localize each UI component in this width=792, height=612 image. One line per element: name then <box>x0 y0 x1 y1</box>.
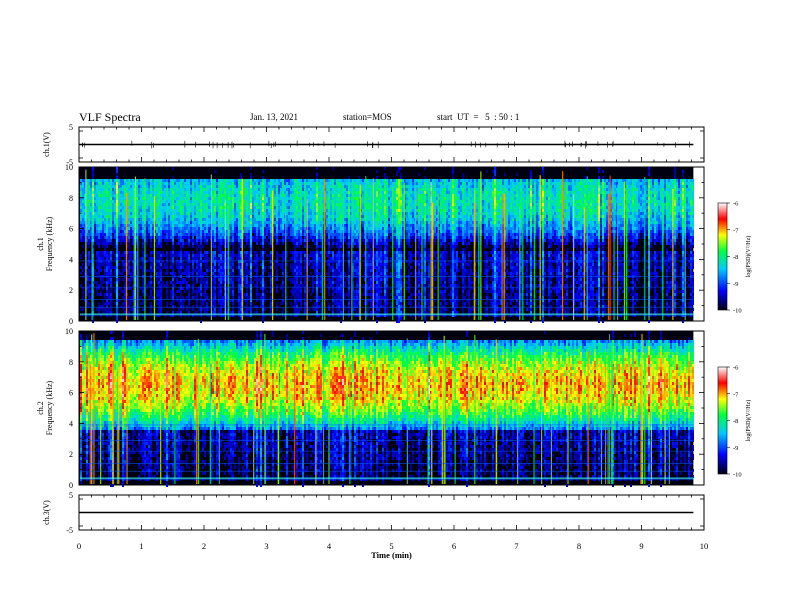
ch1-spectrogram-ylabel-channel: ch.1 <box>36 237 45 251</box>
ch3-waveform-ytick-top: 5 <box>69 491 73 500</box>
xtick-label-2: 2 <box>202 541 206 551</box>
xtick-label-7: 7 <box>514 541 518 551</box>
ch1-waveform-ytick-top: 5 <box>69 123 73 132</box>
ch2-spectrogram-colorbar-tick--7: -7 <box>733 391 739 398</box>
ch2-spectrogram-colorbar-tick--6: -6 <box>733 365 739 372</box>
xtick-label-0: 0 <box>77 541 81 551</box>
ch1-spectrogram-colorbar-label: log(PSD)(V²/Hz) <box>745 236 752 277</box>
ch2-spectrogram-ytick-0: 0 <box>69 481 73 490</box>
xtick-label-4: 4 <box>327 541 332 551</box>
ch1-spectrogram-colorbar <box>718 203 727 310</box>
xtick-label-9: 9 <box>639 541 643 551</box>
ch1-spectrogram-ytick-10: 10 <box>65 163 73 172</box>
ch2-spectrogram-colorbar-tick--8: -8 <box>733 418 738 425</box>
xtick-label-8: 8 <box>577 541 581 551</box>
ch1-spectrogram-colorbar-tick--9: -9 <box>733 281 738 288</box>
xtick-label-1: 1 <box>139 541 143 551</box>
ch2-spectrogram-ytick-4: 4 <box>69 419 73 428</box>
xtick-label-3: 3 <box>264 541 268 551</box>
ch2-spectrogram-ytick-6: 6 <box>69 389 73 398</box>
ch1-spectrogram-ytick-4: 4 <box>69 255 73 264</box>
ch1-spectrogram-ytick-6: 6 <box>69 225 73 234</box>
ch2-spectrogram-colorbar-label: log(PSD)(V²/Hz) <box>745 400 752 441</box>
ch2-spectrogram <box>80 331 695 487</box>
ch1-spectrogram-ytick-2: 2 <box>69 286 73 295</box>
ch2-spectrogram-ytick-10: 10 <box>65 327 73 336</box>
ch2-spectrogram-ytick-2: 2 <box>69 450 73 459</box>
ch2-spectrogram-colorbar <box>718 367 727 474</box>
x-axis-label: Time (min) <box>371 550 412 560</box>
ch1-spectrogram-colorbar-tick--6: -6 <box>733 201 739 208</box>
ch1-spectrogram-colorbar-tick--8: -8 <box>733 254 738 261</box>
ch2-spectrogram-ytick-8: 8 <box>69 358 73 367</box>
ch3-waveform-ytick-bottom: -5 <box>66 526 73 535</box>
ch1-spectrogram <box>80 167 695 323</box>
ch2-spectrogram-colorbar-tick--9: -9 <box>733 445 738 452</box>
ch2-spectrogram-ylabel-channel: ch.2 <box>36 401 45 415</box>
ch1-waveform-ylabel: ch.1(V) <box>42 132 51 157</box>
ch1-spectrogram-ytick-8: 8 <box>69 194 73 203</box>
xtick-label-10: 10 <box>700 541 709 551</box>
ch2-spectrogram-ylabel-frequency: Frequency (kHz) <box>45 380 54 435</box>
ch3-waveform-ylabel: ch.3(V) <box>42 500 51 525</box>
ch1-spectrogram-ytick-0: 0 <box>69 317 73 326</box>
xtick-label-6: 6 <box>452 541 456 551</box>
ch2-spectrogram-colorbar-tick--10: -10 <box>733 472 742 479</box>
ch1-spectrogram-colorbar-tick--10: -10 <box>733 308 742 315</box>
ch1-spectrogram-ylabel-frequency: Frequency (kHz) <box>45 216 54 271</box>
ch1-spectrogram-colorbar-tick--7: -7 <box>733 227 739 234</box>
